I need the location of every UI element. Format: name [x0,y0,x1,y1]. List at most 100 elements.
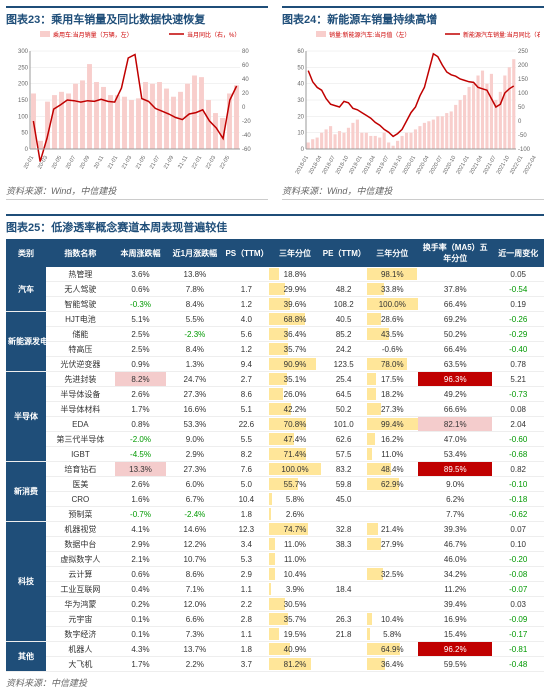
table-cell: 1.2 [223,297,269,312]
table-cell: 0.07 [492,522,544,537]
svg-text:50: 50 [518,105,525,111]
svg-text:-60: -60 [242,147,251,153]
table-cell: 26.3 [321,612,367,627]
svg-text:200: 200 [518,63,529,69]
table-cell: 0.08 [492,402,544,417]
table-cell: 8.4% [166,297,223,312]
table-cell: 4.3% [115,642,167,657]
svg-text:250: 250 [518,49,529,55]
svg-text:21-09: 21-09 [163,155,175,170]
table-cell: 2.9% [115,537,167,552]
table-cell: 半导体材料 [46,402,115,417]
table-cell [321,657,367,672]
col-header: 三年分位 [269,239,321,267]
table-cell: 8.2% [115,372,167,387]
table-cell: 0.1% [115,612,167,627]
table-cell: 66.4% [418,297,492,312]
table-cell: HJT电池 [46,312,115,327]
table-cell: 1.1 [223,582,269,597]
table-cell: 47.0% [418,432,492,447]
table-cell: 39.4% [418,597,492,612]
table-cell: 0.6% [115,567,167,582]
svg-text:250: 250 [18,65,29,71]
svg-text:50: 50 [297,65,304,71]
table-cell: 69.2% [418,312,492,327]
table-cell: 10.4 [223,492,269,507]
category-cell: 科技 [6,522,46,642]
svg-text:乘用车:当月销量（万辆，左）: 乘用车:当月销量（万辆，左） [53,31,133,39]
svg-text:20-01: 20-01 [23,155,35,170]
table-cell: 储能 [46,327,115,342]
svg-text:22-05: 22-05 [219,155,231,170]
table-cell: 0.8% [115,417,167,432]
table-cell: 2.9% [166,447,223,462]
table-cell: 18.4 [321,582,367,597]
table-cell: 59.5% [418,657,492,672]
svg-text:80: 80 [242,49,249,55]
table-cell: 医美 [46,477,115,492]
table-cell: 机器人 [46,642,115,657]
table-cell: 45.0 [321,492,367,507]
svg-text:30: 30 [297,98,304,104]
svg-text:-50: -50 [518,133,527,139]
table-cell: 4.0 [223,312,269,327]
table-cell: 智能驾驶 [46,297,115,312]
table-cell: 39.3% [418,522,492,537]
table-cell: 7.6 [223,462,269,477]
table-cell: 4.1% [115,522,167,537]
table-cell: 先进封装 [46,372,115,387]
svg-text:20-09: 20-09 [79,155,91,170]
chart23-title: 图表23：乘用车销量及同比数据快速恢复 [6,6,268,27]
table-cell: -0.17 [492,627,544,642]
table-cell: 101.0 [321,417,367,432]
table-cell [223,267,269,282]
table-cell: 1.6% [115,492,167,507]
table-cell: -0.3% [115,297,167,312]
table-cell: 49.2% [418,387,492,402]
svg-text:20-05: 20-05 [51,155,63,170]
svg-text:销量:新能源汽车:当月值（左）: 销量:新能源汽车:当月值（左） [329,31,410,39]
table-cell: 8.4% [166,342,223,357]
table-cell: -4.5% [115,447,167,462]
table-cell: 0.78 [492,357,544,372]
table-cell: -2.4% [166,507,223,522]
chart24-block: 图表24：新能源车销量持续高增 销量:新能源汽车:当月值（左）新能源汽车销量:当… [282,6,544,200]
table-cell [321,507,367,522]
table-cell: -0.60 [492,432,544,447]
col-header: 指数名称 [46,239,115,267]
svg-text:200: 200 [18,82,29,88]
col-header: PS（TTM） [223,239,269,267]
category-cell: 新能源发电 [6,312,46,372]
svg-text:22-01: 22-01 [191,155,203,170]
svg-text:21-05: 21-05 [135,155,147,170]
table-cell: -0.54 [492,282,544,297]
svg-text:0: 0 [301,147,305,153]
table-cell: 38.3 [321,537,367,552]
table-cell: 24.2 [321,342,367,357]
table-cell: 0.4% [115,582,167,597]
table-cell: 46.7% [418,537,492,552]
table-cell: 华为鸿蒙 [46,597,115,612]
table-cell: 62.6 [321,432,367,447]
table-cell: 0.10 [492,537,544,552]
table-cell: 3.6% [115,267,167,282]
table-cell: 6.2% [418,492,492,507]
chart24-svg: 销量:新能源汽车:当月值（左）新能源汽车销量:当月同比（右）0102030405… [282,29,540,179]
table-cell: 2.6% [115,477,167,492]
table-cell: 123.5 [321,357,367,372]
svg-text:20-07: 20-07 [65,155,77,170]
table-cell: 14.6% [166,522,223,537]
table-cell: IGBT [46,447,115,462]
svg-text:20-11: 20-11 [93,155,105,170]
table-cell: -0.73 [492,387,544,402]
table-cell: 16.6% [166,402,223,417]
table-cell: 89.5% [418,462,492,477]
svg-text:0: 0 [242,105,246,111]
table-cell: 1.2 [223,342,269,357]
svg-text:60: 60 [242,63,249,69]
svg-text:21-07: 21-07 [149,155,161,170]
table-cell: 64.5 [321,387,367,402]
svg-text:新能源汽车销量:当月同比（右）: 新能源汽车销量:当月同比（右） [463,31,540,39]
table-cell: 机器视觉 [46,522,115,537]
svg-text:当月同比（右，%）: 当月同比（右，%） [187,31,240,39]
